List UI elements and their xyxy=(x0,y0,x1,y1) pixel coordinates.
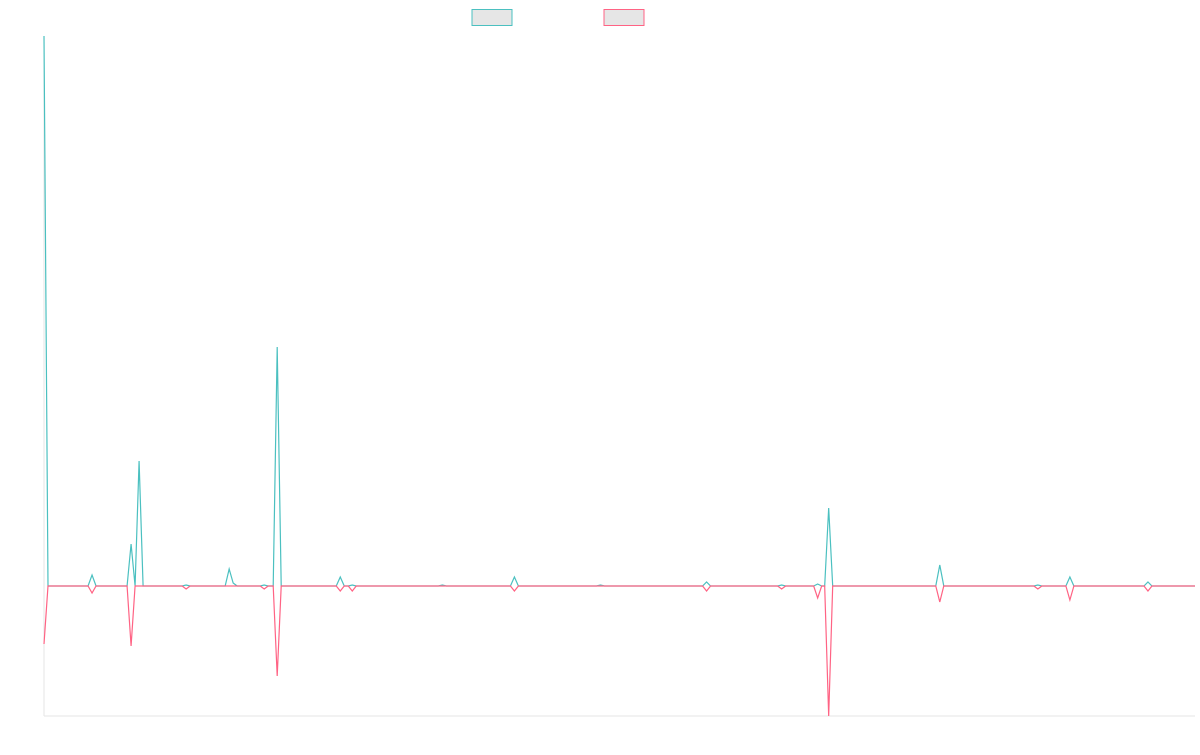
series-line-2 xyxy=(43,585,1195,717)
legend xyxy=(471,9,645,26)
series-lines xyxy=(43,35,1195,717)
series-line-1 xyxy=(43,35,1195,587)
axes xyxy=(43,36,1195,717)
legend-swatch-1[interactable] xyxy=(471,9,513,26)
legend-swatch-2[interactable] xyxy=(603,9,645,26)
